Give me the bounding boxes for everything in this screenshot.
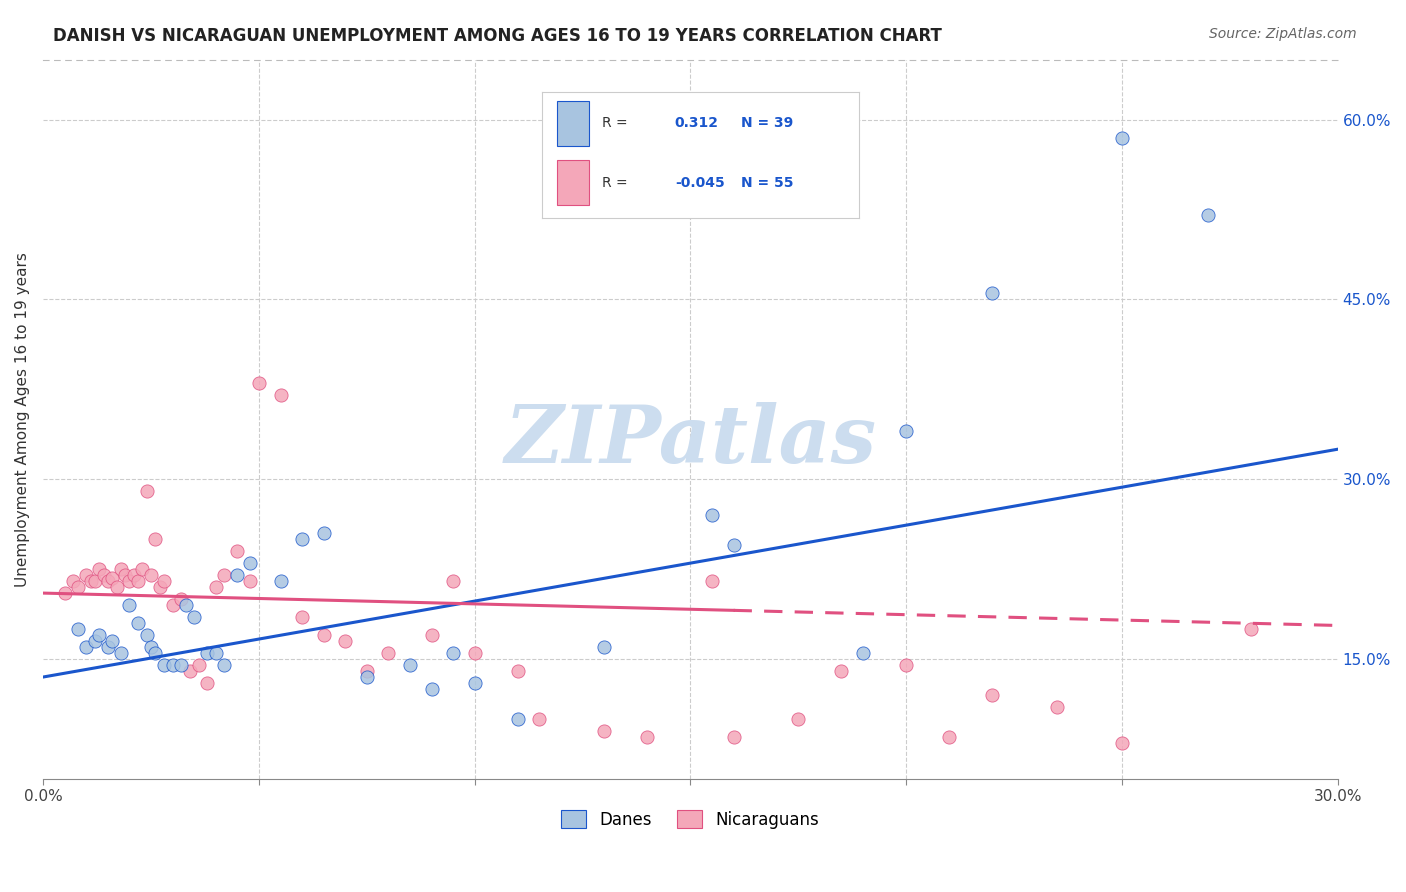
Point — [441, 646, 464, 660]
Point — [787, 712, 810, 726]
Point — [89, 628, 111, 642]
Point — [153, 658, 176, 673]
Point — [187, 658, 209, 673]
Point — [114, 568, 136, 582]
Point — [162, 598, 184, 612]
Point — [1240, 622, 1263, 636]
Point — [139, 568, 162, 582]
Point — [97, 574, 120, 588]
Point — [93, 568, 115, 582]
Point — [1111, 736, 1133, 750]
Point — [377, 646, 399, 660]
Point — [214, 568, 236, 582]
Point — [420, 628, 443, 642]
Point — [204, 580, 226, 594]
Point — [183, 610, 205, 624]
Point — [174, 598, 197, 612]
Point — [593, 640, 616, 654]
Point — [101, 570, 124, 584]
Point — [399, 658, 422, 673]
Point — [312, 526, 335, 541]
Point — [700, 574, 723, 588]
Point — [204, 646, 226, 660]
Point — [84, 574, 107, 588]
Text: DANISH VS NICARAGUAN UNEMPLOYMENT AMONG AGES 16 TO 19 YEARS CORRELATION CHART: DANISH VS NICARAGUAN UNEMPLOYMENT AMONG … — [53, 27, 942, 45]
Point — [89, 562, 111, 576]
Point — [335, 634, 357, 648]
Point — [170, 592, 193, 607]
Point — [239, 556, 262, 570]
Point — [636, 730, 658, 744]
Point — [84, 634, 107, 648]
Point — [79, 574, 101, 588]
Point — [97, 640, 120, 654]
Point — [110, 646, 132, 660]
Point — [149, 580, 172, 594]
Point — [118, 598, 141, 612]
Point — [593, 723, 616, 738]
Point — [1111, 130, 1133, 145]
Point — [529, 712, 551, 726]
Point — [291, 532, 314, 546]
Point — [291, 610, 314, 624]
Point — [420, 681, 443, 696]
Point — [894, 424, 917, 438]
Point — [66, 622, 89, 636]
Point — [179, 664, 201, 678]
Y-axis label: Unemployment Among Ages 16 to 19 years: Unemployment Among Ages 16 to 19 years — [15, 252, 30, 587]
Point — [270, 388, 292, 402]
Point — [981, 688, 1004, 702]
Point — [723, 538, 745, 552]
Point — [145, 532, 167, 546]
Point — [214, 658, 236, 673]
Point — [894, 658, 917, 673]
Point — [356, 670, 378, 684]
Point — [226, 544, 249, 558]
Point — [75, 568, 97, 582]
Point — [101, 634, 124, 648]
Point — [506, 712, 529, 726]
Point — [153, 574, 176, 588]
Point — [981, 286, 1004, 301]
Point — [1046, 700, 1069, 714]
Point — [356, 664, 378, 678]
Point — [53, 586, 76, 600]
Point — [852, 646, 875, 660]
Point — [464, 676, 486, 690]
Point — [135, 484, 157, 499]
Point — [105, 580, 128, 594]
Point — [239, 574, 262, 588]
Point — [127, 616, 149, 631]
Point — [247, 376, 270, 391]
Point — [145, 646, 167, 660]
Point — [506, 664, 529, 678]
Point — [195, 646, 218, 660]
Point — [139, 640, 162, 654]
Point — [162, 658, 184, 673]
Point — [110, 562, 132, 576]
Point — [118, 574, 141, 588]
Point — [938, 730, 960, 744]
Point — [75, 640, 97, 654]
Point — [195, 676, 218, 690]
Point — [312, 628, 335, 642]
Legend: Danes, Nicaraguans: Danes, Nicaraguans — [555, 804, 827, 835]
Point — [700, 508, 723, 523]
Point — [1197, 209, 1219, 223]
Text: ZIPatlas: ZIPatlas — [505, 402, 876, 480]
Point — [127, 574, 149, 588]
Text: Source: ZipAtlas.com: Source: ZipAtlas.com — [1209, 27, 1357, 41]
Point — [226, 568, 249, 582]
Point — [122, 568, 145, 582]
Point — [723, 730, 745, 744]
Point — [66, 580, 89, 594]
Point — [131, 562, 153, 576]
Point — [170, 658, 193, 673]
Point — [270, 574, 292, 588]
Point — [830, 664, 852, 678]
Point — [464, 646, 486, 660]
Point — [441, 574, 464, 588]
Point — [135, 628, 157, 642]
Point — [62, 574, 84, 588]
